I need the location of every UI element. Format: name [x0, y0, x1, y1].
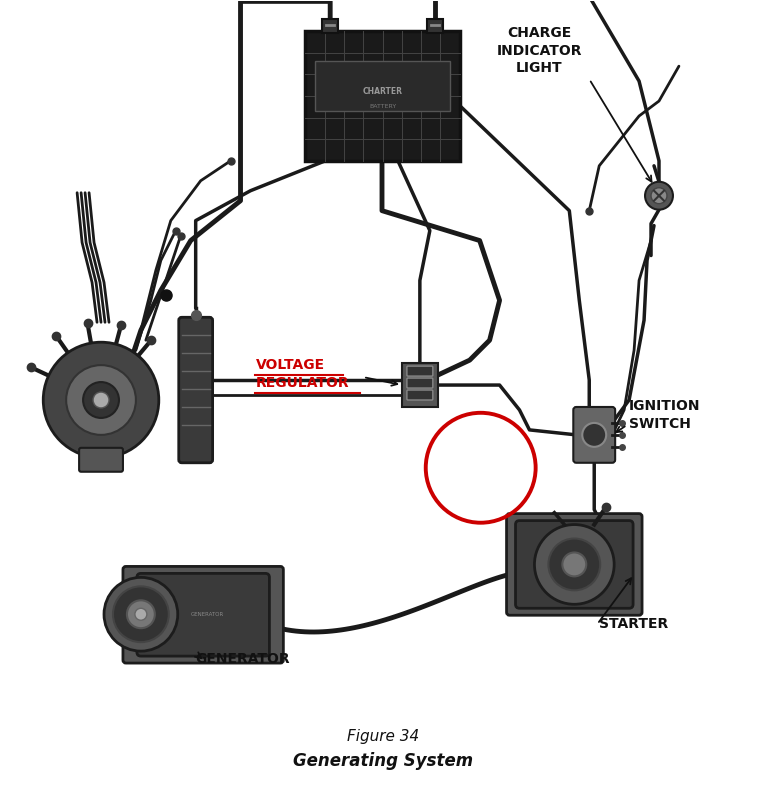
- Circle shape: [645, 182, 673, 210]
- Circle shape: [104, 578, 178, 651]
- Circle shape: [43, 342, 159, 458]
- Text: IGNITION
SWITCH: IGNITION SWITCH: [629, 399, 701, 430]
- FancyBboxPatch shape: [316, 61, 450, 111]
- FancyBboxPatch shape: [178, 318, 213, 462]
- FancyBboxPatch shape: [123, 566, 283, 663]
- FancyBboxPatch shape: [137, 574, 270, 656]
- Circle shape: [93, 392, 109, 408]
- Text: CHARGE
INDICATOR
LIGHT: CHARGE INDICATOR LIGHT: [496, 26, 582, 75]
- FancyBboxPatch shape: [79, 448, 123, 472]
- Circle shape: [127, 600, 155, 628]
- FancyBboxPatch shape: [427, 19, 443, 34]
- FancyBboxPatch shape: [407, 366, 433, 376]
- Text: REGULATOR: REGULATOR: [256, 376, 349, 390]
- FancyBboxPatch shape: [516, 521, 633, 608]
- Text: Generating System: Generating System: [293, 752, 473, 770]
- Text: GENERATOR: GENERATOR: [191, 612, 224, 617]
- FancyBboxPatch shape: [322, 19, 338, 34]
- Text: Figure 34: Figure 34: [347, 730, 419, 744]
- Circle shape: [135, 608, 147, 620]
- Circle shape: [548, 538, 601, 590]
- Circle shape: [582, 423, 606, 447]
- Circle shape: [83, 382, 119, 418]
- FancyBboxPatch shape: [407, 378, 433, 388]
- Text: STARTER: STARTER: [599, 618, 669, 631]
- Text: BATTERY: BATTERY: [369, 103, 396, 109]
- Circle shape: [113, 586, 169, 642]
- Circle shape: [535, 525, 614, 604]
- Text: CHARTER: CHARTER: [362, 86, 402, 95]
- Circle shape: [651, 188, 667, 204]
- Text: VOLTAGE: VOLTAGE: [256, 358, 325, 372]
- FancyBboxPatch shape: [506, 514, 642, 615]
- Text: GENERATOR: GENERATOR: [195, 652, 290, 666]
- Circle shape: [66, 365, 136, 435]
- FancyBboxPatch shape: [402, 363, 438, 407]
- FancyBboxPatch shape: [306, 31, 460, 161]
- FancyBboxPatch shape: [573, 407, 615, 462]
- FancyBboxPatch shape: [407, 390, 433, 400]
- Circle shape: [562, 553, 586, 576]
